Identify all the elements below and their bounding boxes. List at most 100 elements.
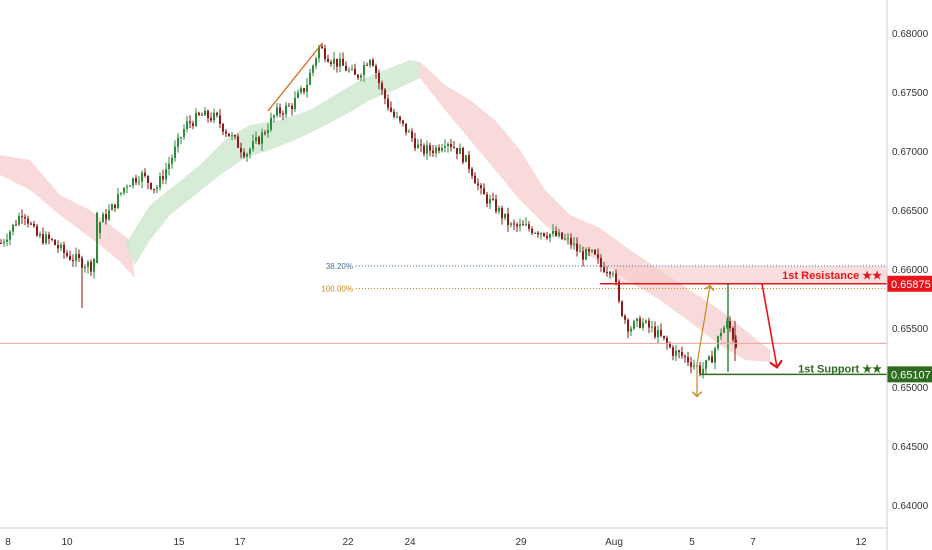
candle-body	[354, 68, 356, 75]
candle-body	[276, 107, 278, 116]
candle-body	[570, 238, 572, 245]
candle-body	[321, 46, 323, 49]
candle-body	[588, 249, 590, 252]
candle-body	[291, 105, 293, 110]
candle-body	[294, 97, 296, 110]
candle-body	[390, 107, 392, 112]
candle-body	[546, 235, 548, 238]
candle-body	[597, 254, 599, 259]
price-tick-label: 0.67000	[892, 147, 929, 158]
candle-body	[609, 272, 611, 275]
price-tick-label: 0.64500	[892, 442, 929, 453]
candle-body	[687, 356, 689, 363]
candle-body	[24, 216, 26, 219]
candle-body	[669, 343, 671, 348]
candle-body	[357, 74, 359, 78]
candle-body	[507, 213, 509, 225]
price-tick-label: 0.67500	[892, 88, 929, 99]
candle-body	[435, 147, 437, 154]
price-tick-label: 0.66000	[892, 265, 929, 276]
candle-body	[360, 75, 362, 78]
candle-body	[159, 176, 161, 188]
candle-body	[81, 258, 83, 268]
candle-body	[378, 72, 380, 84]
candle-body	[105, 214, 107, 220]
candle-body	[708, 356, 710, 361]
candle-body	[474, 175, 476, 184]
candle-body	[417, 144, 419, 149]
candle-body	[582, 251, 584, 260]
candle-body	[585, 249, 587, 260]
candle-body	[411, 131, 413, 139]
price-tick-label: 0.64000	[892, 501, 929, 512]
candle-body	[573, 243, 575, 245]
candle-body	[48, 234, 50, 239]
candle-body	[714, 348, 716, 363]
candle-body	[150, 182, 152, 189]
candle-body	[618, 281, 620, 302]
candle-body	[681, 352, 683, 356]
time-tick-label: Aug	[605, 537, 623, 548]
candle-body	[114, 204, 116, 209]
candle-body	[663, 335, 665, 338]
candle-body	[156, 187, 158, 190]
time-axis: 8 10 15 17 22 24 29 Aug 5 7 12	[5, 537, 867, 548]
candle-body	[543, 233, 545, 236]
candle-body	[552, 231, 554, 234]
candle-body	[141, 172, 143, 182]
candle-body	[246, 154, 248, 157]
candle-body	[372, 60, 374, 66]
candle-body	[594, 249, 596, 255]
candle-body	[0, 243, 2, 245]
candle-body	[78, 254, 80, 259]
resistance-shaded-zone	[616, 266, 887, 284]
candle-body	[549, 233, 551, 238]
candle-body	[414, 138, 416, 149]
candle-body	[459, 148, 461, 154]
candle-body	[567, 238, 569, 240]
candle-body	[327, 58, 329, 62]
candle-body	[282, 113, 284, 115]
candle-body	[384, 89, 386, 99]
candle-body	[576, 243, 578, 252]
candle-body	[495, 199, 497, 212]
candle-body	[477, 183, 479, 186]
fib-level-label: 38.20%	[326, 262, 353, 271]
cloud-bearish-segment	[0, 155, 135, 278]
time-tick-label: 22	[342, 537, 354, 548]
candle-body	[87, 261, 89, 267]
candle-body	[645, 320, 647, 323]
candle-body	[486, 194, 488, 204]
candle-body	[249, 149, 251, 155]
candle-body	[381, 83, 383, 90]
candle-body	[33, 223, 35, 227]
candle-body	[144, 172, 146, 176]
candle-body	[312, 65, 314, 73]
candle-body	[339, 58, 341, 67]
candle-body	[138, 181, 140, 183]
fib-level-label: 100.00%	[321, 284, 353, 293]
time-tick-label: 8	[5, 537, 11, 548]
candle-body	[174, 146, 176, 158]
candle-body	[153, 188, 155, 190]
price-tick-label: 0.66500	[892, 206, 929, 217]
candle-body	[75, 254, 77, 261]
candle-body	[531, 228, 533, 234]
candle-body	[180, 137, 182, 139]
candle-body	[231, 135, 233, 137]
candle-body	[447, 144, 449, 146]
candle-body	[45, 234, 47, 244]
candle-body	[237, 136, 239, 148]
candle-body	[9, 231, 11, 240]
candle-body	[528, 224, 530, 229]
candle-body	[510, 223, 512, 225]
candle-body	[309, 72, 311, 85]
candle-body	[162, 176, 164, 180]
candle-body	[336, 58, 338, 67]
candle-body	[630, 328, 632, 332]
ichimoku-cloud	[0, 60, 770, 362]
cloud-bearish-segment	[420, 62, 770, 362]
candle-body	[690, 362, 692, 367]
candle-body	[711, 356, 713, 363]
